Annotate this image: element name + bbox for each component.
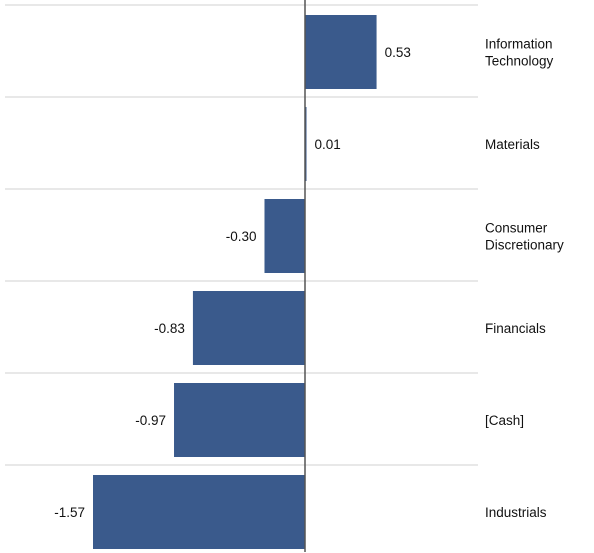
category-labels: Information Technology Materials Consumer Di… xyxy=(485,37,564,521)
value-labels: 0.53 0.01 -0.30 -0.83 -0.97 -1.57 xyxy=(54,45,411,520)
value-label: -1.57 xyxy=(54,505,85,520)
bar xyxy=(174,383,305,457)
value-label: -0.83 xyxy=(154,321,185,336)
value-label: -0.30 xyxy=(226,229,257,244)
category-label: Discretionary xyxy=(485,238,564,253)
bar xyxy=(93,475,305,549)
value-label: 0.01 xyxy=(315,137,341,152)
category-label: Financials xyxy=(485,321,546,336)
bar xyxy=(305,15,377,89)
grid-lines xyxy=(5,4,478,466)
value-label: -0.97 xyxy=(135,413,166,428)
bar xyxy=(192,291,305,365)
category-label: Information xyxy=(485,37,553,52)
category-label: Materials xyxy=(485,137,540,152)
category-label: Industrials xyxy=(485,505,547,520)
category-label: Consumer xyxy=(485,221,548,236)
bars xyxy=(93,15,377,549)
category-label: Technology xyxy=(485,54,554,69)
value-label: 0.53 xyxy=(385,45,411,60)
category-label: [Cash] xyxy=(485,413,524,428)
bar xyxy=(264,199,305,273)
